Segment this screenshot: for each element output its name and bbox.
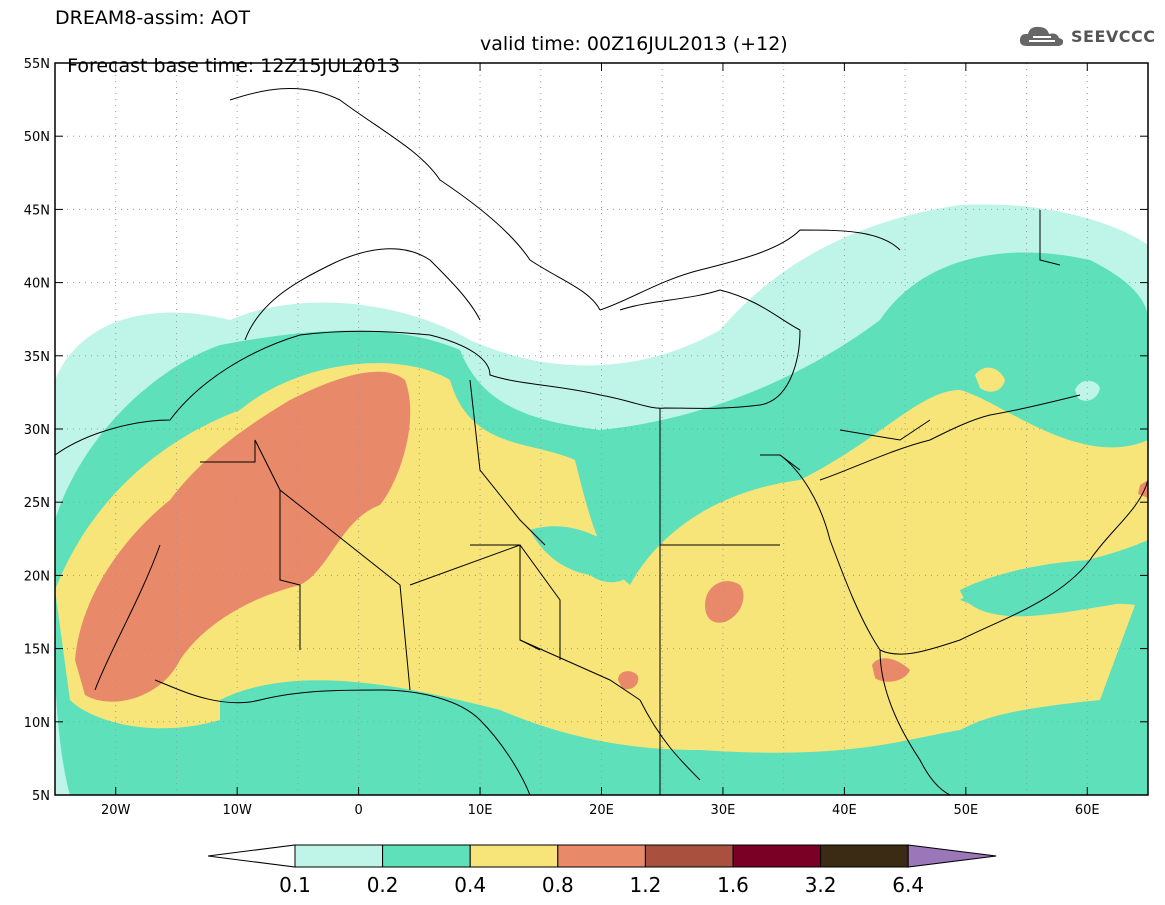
colorbar-swatch xyxy=(469,844,559,868)
lon-tick-label: 10W xyxy=(222,803,252,818)
aot-band-0.4 xyxy=(975,367,1005,392)
aot-band-0.8 xyxy=(872,658,910,682)
colorbar-swatch xyxy=(294,844,384,868)
latitude-ticks: 55N 50N 45N 40N 35N 30N 25N 20N 15N 10N 5N xyxy=(24,57,1148,804)
aot-band-0.4 xyxy=(410,670,430,687)
cloud-icon xyxy=(1019,26,1064,46)
lat-tick-label: 20N xyxy=(24,569,50,584)
colorbar-over-arrow xyxy=(907,844,997,868)
lat-tick-label: 15N xyxy=(24,643,50,658)
lon-tick-label: 30E xyxy=(711,803,736,818)
lat-tick-label: 40N xyxy=(24,277,50,292)
lat-tick-label: 10N xyxy=(24,716,50,731)
longitude-ticks: 20W 10W 0 10E 20E 30E 40E 50E 60E xyxy=(101,63,1100,818)
colorbar-label: 6.4 xyxy=(892,873,924,897)
map-title: DREAM8-assim: AOT xyxy=(55,7,251,29)
lat-tick-label: 35N xyxy=(24,350,50,365)
aot-contours xyxy=(55,204,1148,795)
aot-band-0.8 xyxy=(1138,480,1148,498)
colorbar-label: 0.4 xyxy=(454,873,486,897)
base-time: Forecast base time: 12Z15JUL2013 xyxy=(67,55,401,77)
lon-tick-label: 60E xyxy=(1075,803,1100,818)
lat-tick-label: 30N xyxy=(24,423,50,438)
colorbar-under-arrow xyxy=(207,844,296,868)
aot-band-0.2 xyxy=(960,560,1140,617)
colorbar-swatch xyxy=(382,844,471,868)
lat-tick-label: 50N xyxy=(24,130,50,145)
lat-tick-label: 5N xyxy=(32,789,50,804)
seevccc-logo: SEEVCCC xyxy=(1017,22,1156,50)
aot-band-0.2 xyxy=(530,526,632,583)
aot-band-0.1 xyxy=(1075,380,1100,401)
colorbar-swatch xyxy=(820,844,909,868)
colorbar-swatch xyxy=(644,844,734,868)
lon-tick-label: 10E xyxy=(468,803,493,818)
aot-band-0.8 xyxy=(618,671,639,690)
colorbar-label: 0.1 xyxy=(279,873,311,897)
lat-tick-label: 55N xyxy=(24,57,50,72)
colorbar-labels: 0.1 0.2 0.4 0.8 1.2 1.6 3.2 6.4 xyxy=(279,873,924,897)
aot-band-0.8 xyxy=(75,371,411,702)
logo-text: SEEVCCC xyxy=(1071,26,1156,46)
forecast-times: Forecast base time: 12Z15JUL2013 valid t… xyxy=(55,33,788,99)
graticule xyxy=(55,63,1148,795)
lon-tick-label: 20E xyxy=(589,803,614,818)
colorbar-swatch xyxy=(557,844,646,868)
lon-tick-label: 0 xyxy=(354,803,362,818)
lon-tick-label: 50E xyxy=(953,803,978,818)
valid-time: valid time: 00Z16JUL2013 (+12) xyxy=(480,33,788,55)
colorbar-label: 0.8 xyxy=(542,873,574,897)
coastlines xyxy=(55,88,1148,795)
aot-band-0.8 xyxy=(705,581,744,623)
colorbar-label: 3.2 xyxy=(805,873,837,897)
lat-tick-label: 45N xyxy=(24,203,50,218)
colorbar-label: 0.2 xyxy=(367,873,399,897)
lon-tick-label: 20W xyxy=(101,803,131,818)
lon-tick-label: 40E xyxy=(832,803,857,818)
colorbar-label: 1.2 xyxy=(629,873,661,897)
colorbar-swatch xyxy=(732,844,822,868)
colorbar xyxy=(207,844,997,868)
lat-tick-label: 25N xyxy=(24,496,50,511)
colorbar-label: 1.6 xyxy=(717,873,749,897)
